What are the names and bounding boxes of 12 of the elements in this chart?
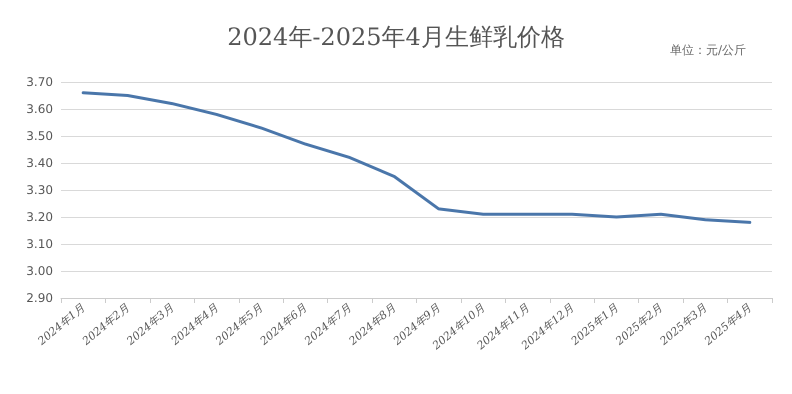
chart-title: 2024年-2025年4月生鲜乳价格 bbox=[227, 23, 565, 51]
y-tick-label: 3.40 bbox=[26, 156, 53, 170]
text: 单位：元/公斤 bbox=[670, 43, 746, 57]
line-series bbox=[82, 91, 752, 224]
y-tick-label: 3.70 bbox=[26, 75, 53, 89]
y-tick-label: 3.60 bbox=[26, 102, 53, 116]
y-tick-label: 3.10 bbox=[26, 237, 53, 251]
y-tick-label: 2.90 bbox=[26, 291, 53, 305]
y-tick-label: 3.50 bbox=[26, 129, 53, 143]
y-tick-label: 3.00 bbox=[26, 264, 53, 278]
y-tick-label: 3.30 bbox=[26, 183, 53, 197]
y-tick-label: 3.20 bbox=[26, 210, 53, 224]
